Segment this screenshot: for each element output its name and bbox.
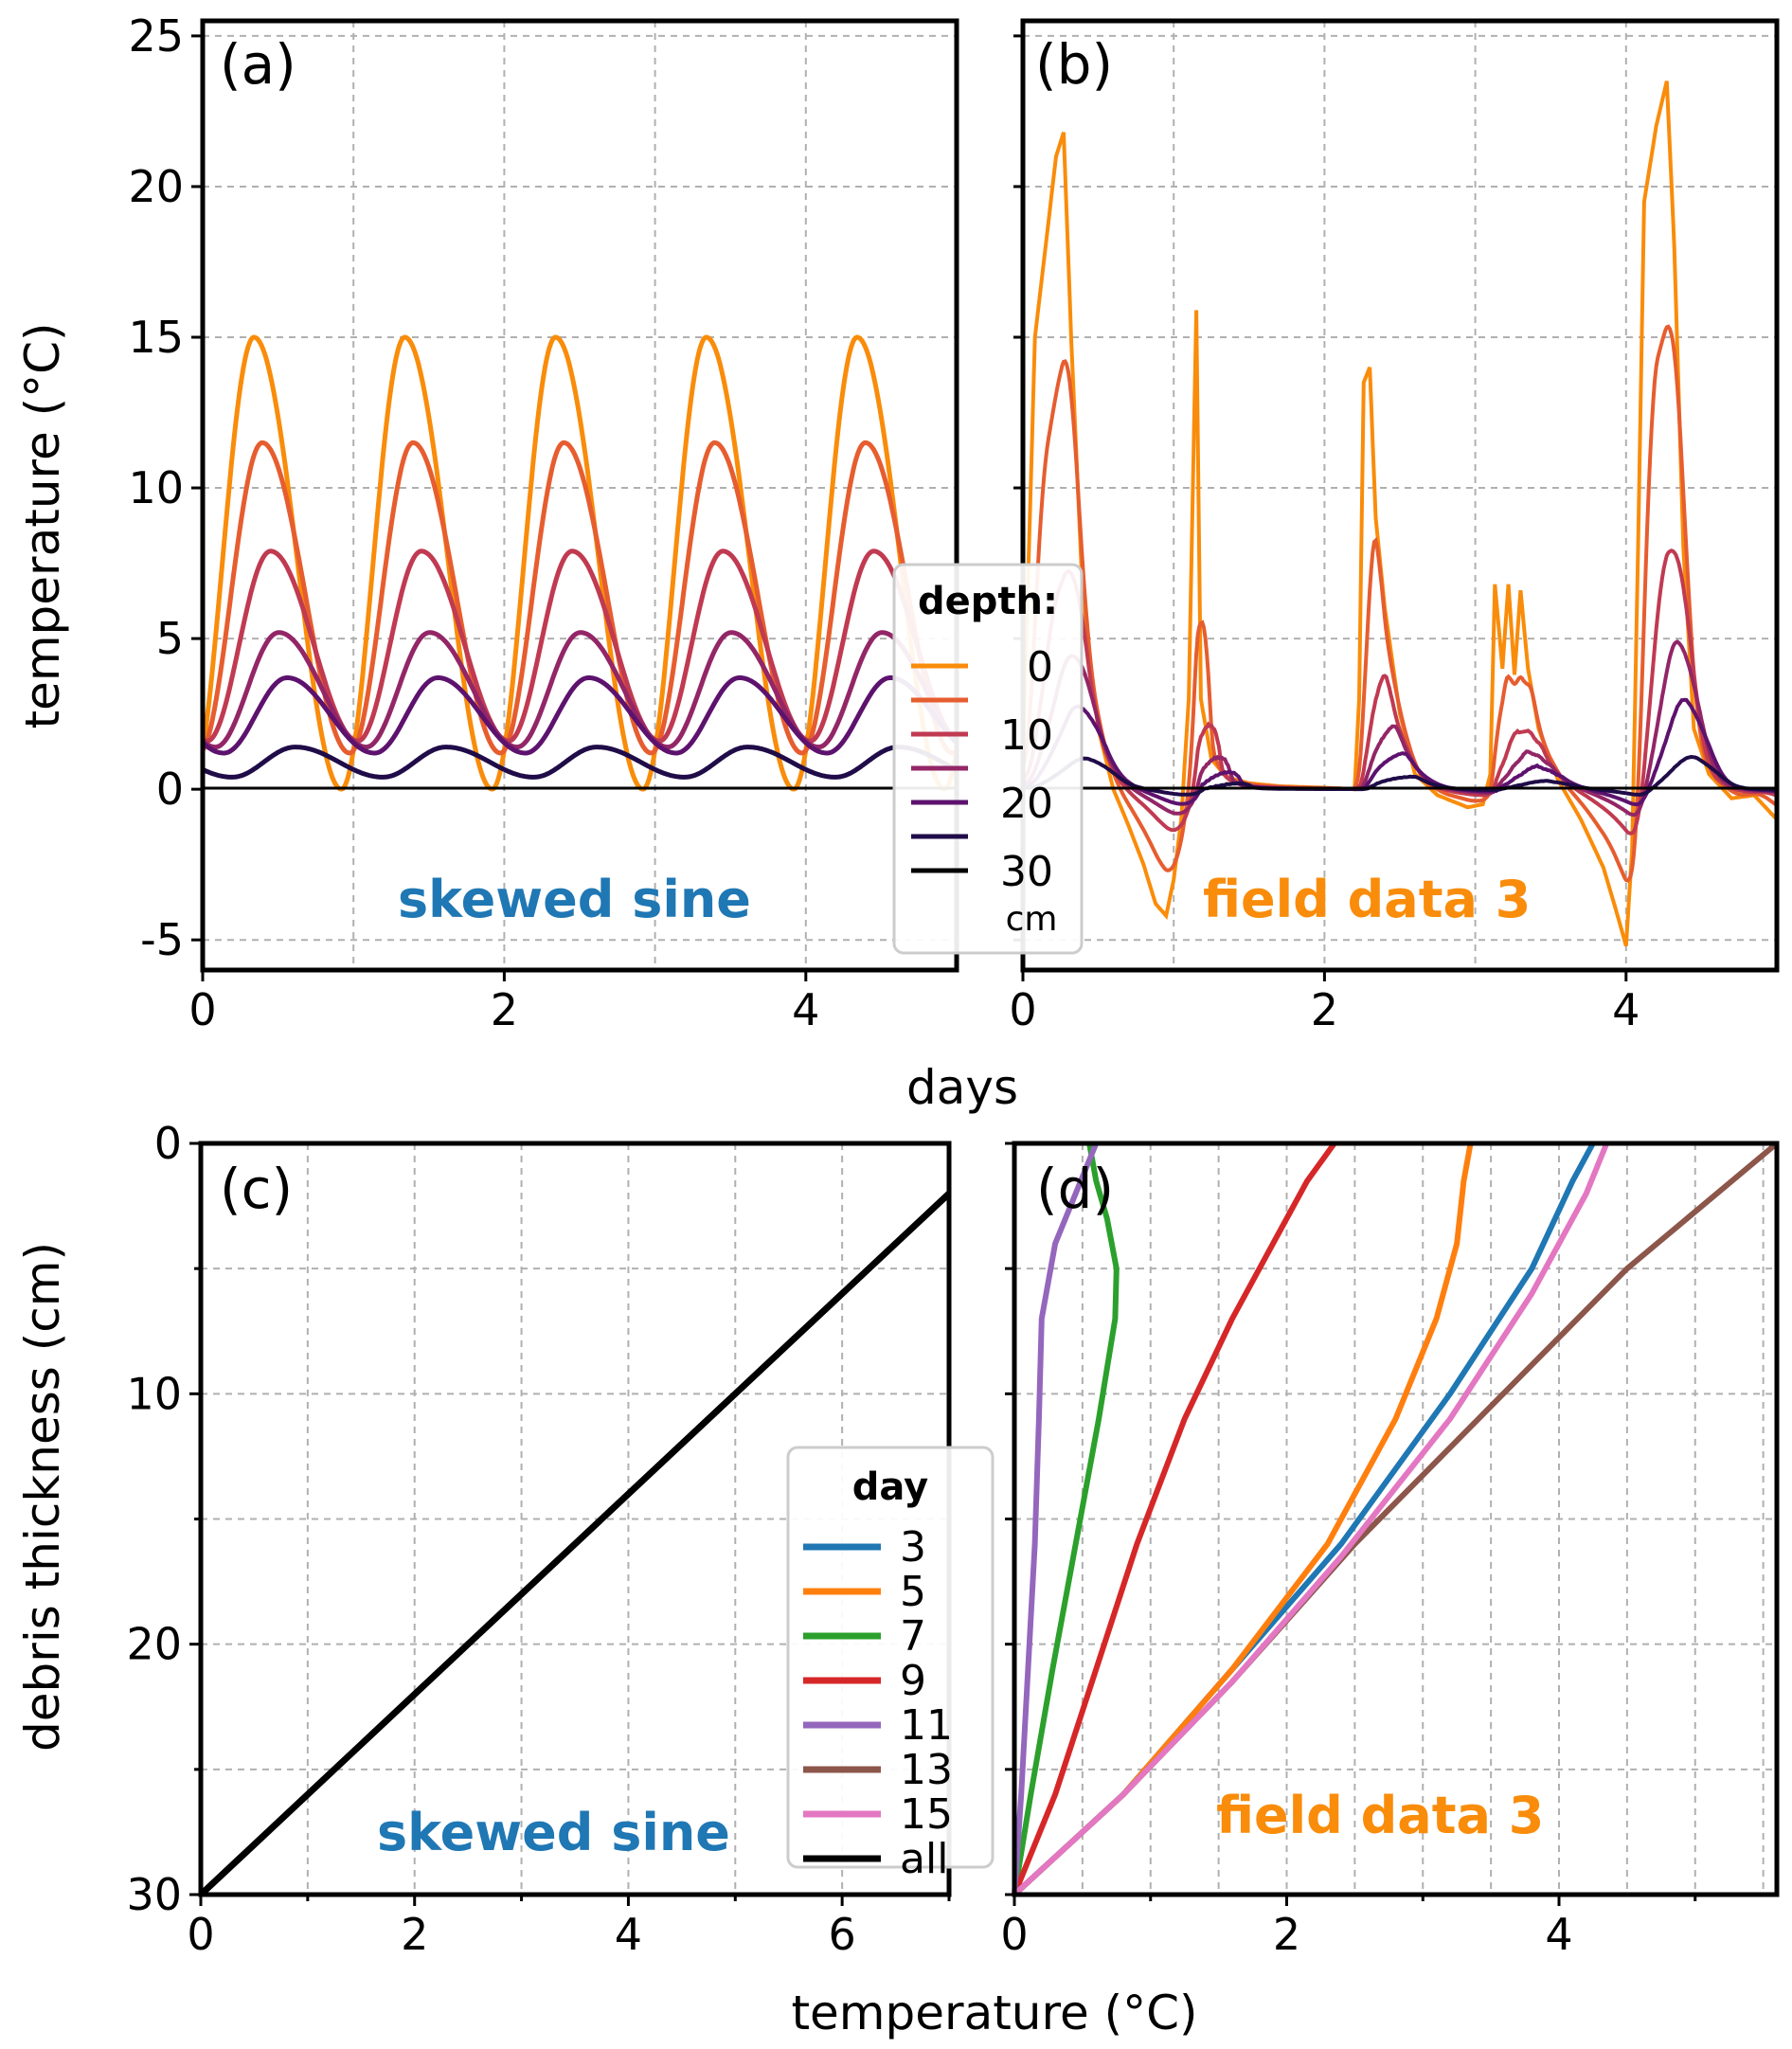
day-legend-label: 13 [900,1746,953,1794]
day-legend-label: 7 [900,1612,926,1661]
series-line-all [198,1191,952,1897]
x-tick-label: 0 [1009,984,1036,1035]
y-tick-label: 20 [126,1619,182,1670]
panel-c-note: skewed sine [377,1803,730,1862]
panel-a-frame [200,18,959,973]
x-tick-label: 0 [1000,1909,1028,1960]
y-axis-label-bottom: debris thickness (cm) [15,1242,70,1752]
panel-a-grid [203,21,957,970]
depth-legend-box [892,563,1084,955]
y-tick-label: 5 [156,613,184,664]
y-tick-label: 30 [126,1869,182,1920]
series-line-0-cm [200,334,959,792]
y-axis-label-top: temperature (°C) [15,322,70,728]
series-line-day-5 [1012,1142,1474,1897]
y-tick-label: 0 [154,1118,182,1169]
x-tick-label: 2 [491,984,518,1035]
x-tick-label: 0 [188,984,216,1035]
x-tick-label: 6 [829,1909,856,1960]
y-tick-label: 10 [128,462,184,513]
y-tick-label: 0 [156,764,184,815]
depth-legend-label: 20 [1000,780,1053,828]
day-legend-label: 15 [900,1790,953,1839]
x-tick-label: 4 [1545,1909,1572,1960]
x-axis-label-bottom: temperature (°C) [791,1986,1197,2040]
series-line-day-7 [1012,1142,1120,1896]
panel-c-grid [201,1143,949,1895]
panel-d-note: field data 3 [1216,1786,1544,1845]
panel-b-series [1021,81,1779,947]
depth-legend-title: depth: [918,580,1058,623]
series-line-day-9 [1012,1141,1337,1896]
day-legend-label: all [900,1835,948,1883]
y-tick-label: 10 [126,1368,182,1419]
field-series-line [1023,697,1778,807]
y-tick-label: 15 [128,312,184,363]
x-tick-label: 2 [1311,984,1338,1035]
panel-a-series [200,334,959,792]
panel-c-label: (c) [220,1157,293,1221]
day-legend-label: 11 [900,1701,953,1750]
series-line-30-cm [201,745,959,780]
field-series-line [1021,324,1779,883]
day-legend-title: day [852,1465,928,1509]
x-axis-label-top: days [906,1060,1018,1115]
panel-b-label: (b) [1035,32,1113,97]
panel-a-label: (a) [220,32,296,97]
x-tick-label: 4 [1612,984,1640,1035]
depth-legend: depth: 0 10 20 30 cm [892,563,1084,955]
series-line-10-cm [201,548,959,744]
panel-d-grid [1014,1143,1777,1895]
panel-d-series [1012,1141,1779,1897]
depth-legend-label: 0 [1027,643,1053,692]
field-series-line [1023,639,1778,818]
y-tick-label: -5 [140,914,184,965]
y-tick-label: 25 [128,10,184,62]
day-legend-label: 3 [900,1523,926,1572]
day-legend-label: 5 [900,1568,926,1616]
day-legend-box [786,1446,995,1869]
y-tick-label: 20 [128,161,184,212]
x-tick-label: 4 [615,1909,642,1960]
depth-legend-label: 30 [1000,848,1053,896]
series-line-day-11 [1012,1141,1100,1896]
panel-c-series [198,1191,952,1897]
x-tick-label: 0 [187,1909,214,1960]
depth-legend-label: 10 [1000,711,1053,760]
day-legend-label: 9 [900,1657,926,1705]
panel-b-frame [1020,18,1780,973]
series-line-20-cm [201,674,959,756]
x-tick-label: 4 [792,984,819,1035]
series-line-15-cm [201,630,959,750]
depth-legend-unit: cm [1006,900,1058,939]
panel-b-note: field data 3 [1203,870,1531,929]
x-tick-label: 2 [1273,1909,1300,1960]
field-series-line [1022,548,1778,836]
x-tick-label: 2 [401,1909,428,1960]
panel-b-grid [1023,21,1777,970]
series-line-day-15 [1012,1141,1610,1897]
panel-a-note: skewed sine [398,870,751,929]
panel-d-label: (d) [1036,1157,1114,1221]
